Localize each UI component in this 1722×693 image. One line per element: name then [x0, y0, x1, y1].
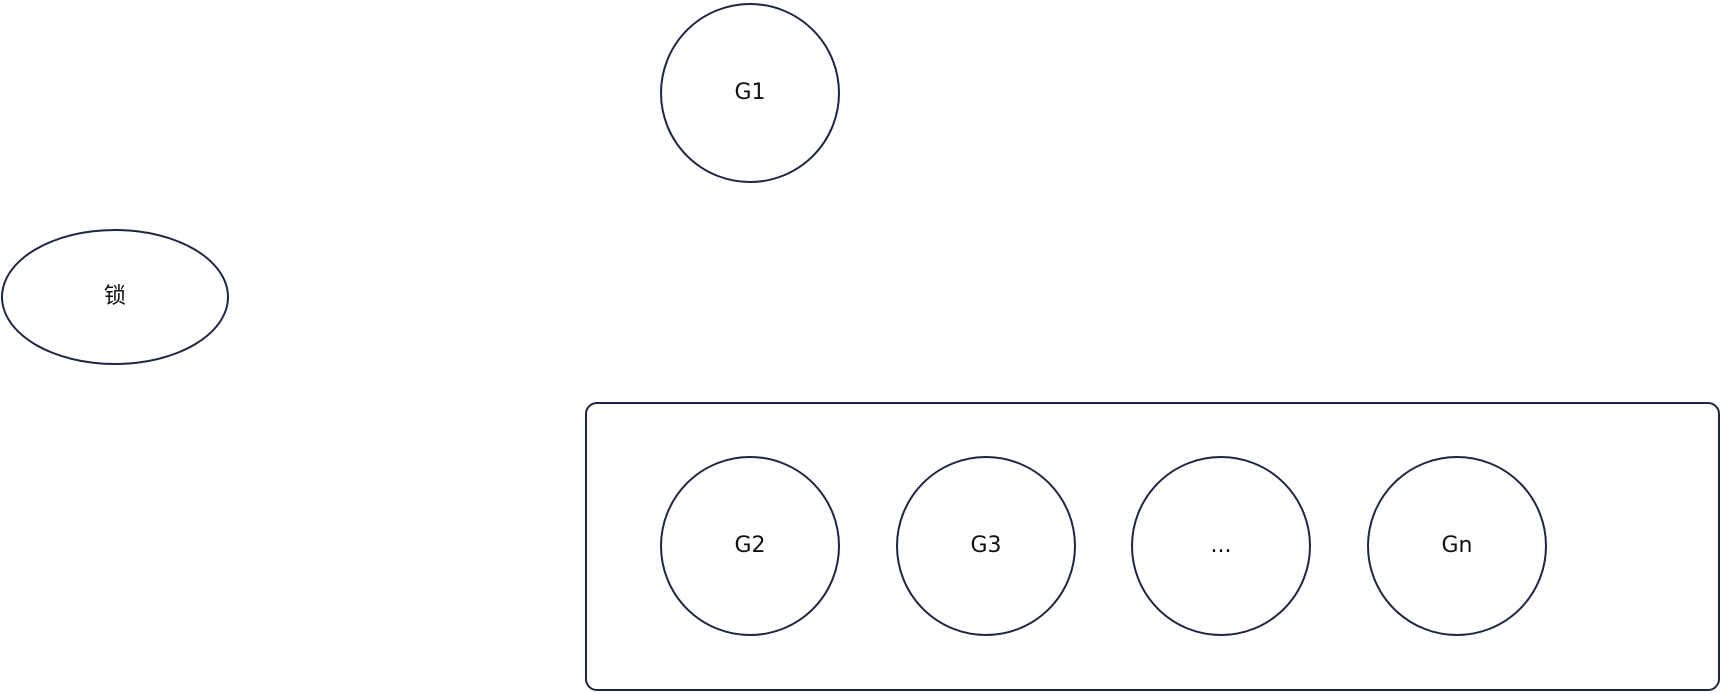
- lock-label: 锁: [103, 284, 126, 309]
- queue-ellipsis-node: ...: [1131, 456, 1311, 636]
- goroutine-g1-label: G1: [734, 80, 766, 105]
- queue-goroutine-node: G3: [896, 456, 1076, 636]
- queue-goroutine-node: Gn: [1367, 456, 1547, 636]
- queue-ellipsis-label: ...: [1210, 533, 1232, 558]
- goroutine-g1-node: G1: [660, 3, 840, 183]
- lock-node: 锁: [1, 229, 229, 365]
- queue-goroutine-label: G3: [970, 533, 1002, 558]
- queue-goroutine-label: G2: [734, 533, 766, 558]
- queue-goroutine-label: Gn: [1441, 533, 1473, 558]
- queue-goroutine-node: G2: [660, 456, 840, 636]
